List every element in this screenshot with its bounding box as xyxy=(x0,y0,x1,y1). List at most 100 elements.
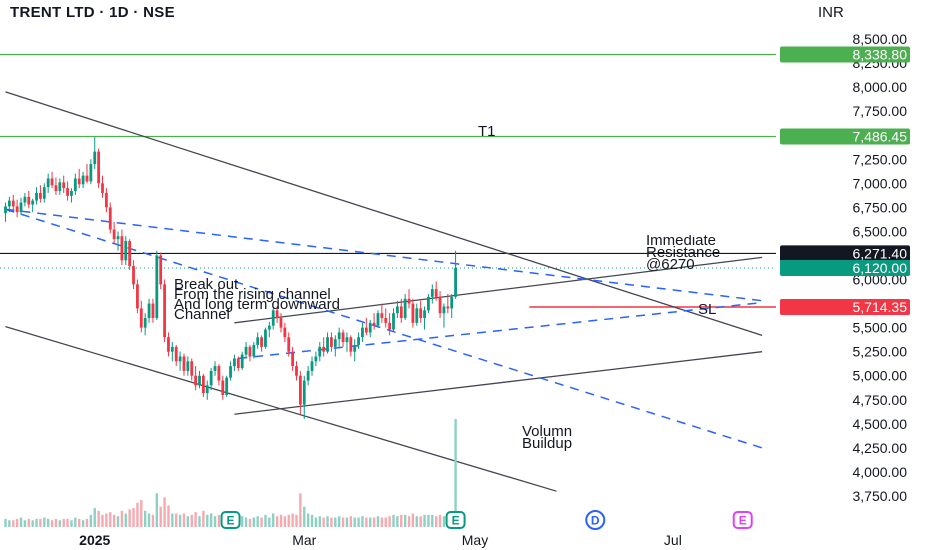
time-axis: 2025 Mar May Jul xyxy=(79,532,682,548)
candle-body xyxy=(124,241,128,261)
volume-bar xyxy=(361,516,364,527)
candle-body xyxy=(229,366,232,378)
volume-bar xyxy=(43,517,46,527)
volume-bar xyxy=(128,509,131,527)
volume-bar xyxy=(388,516,391,527)
volume-bar xyxy=(124,513,127,527)
volume-bar xyxy=(334,517,337,527)
candle-body xyxy=(81,175,85,185)
earnings-marker[interactable] xyxy=(445,511,466,529)
volume-bar xyxy=(120,510,124,527)
volume-bar xyxy=(287,514,290,527)
volume-bar xyxy=(295,514,298,527)
candle-body xyxy=(357,337,360,345)
candle-body xyxy=(450,296,454,309)
y-tick-label: 8,000.00 xyxy=(853,79,908,95)
candle-body xyxy=(411,303,415,323)
volume-bar xyxy=(19,517,23,527)
candle-body xyxy=(423,310,426,319)
candle-body xyxy=(419,308,423,319)
volume-bar xyxy=(438,514,442,527)
volume-bar xyxy=(109,512,112,527)
candle-body xyxy=(267,325,271,330)
candle-body xyxy=(85,175,89,182)
candle-body xyxy=(252,344,256,357)
volume-bar xyxy=(39,518,42,527)
candle-body xyxy=(58,182,62,192)
candle-body xyxy=(392,313,395,330)
volume-bar xyxy=(81,520,85,527)
candle-body xyxy=(23,196,27,203)
candle-body xyxy=(376,313,380,326)
earnings-marker[interactable] xyxy=(220,511,241,529)
volume-bar xyxy=(326,516,329,527)
volume-bar xyxy=(12,520,15,527)
candle-body xyxy=(112,229,116,240)
volume-bar xyxy=(407,516,411,527)
y-tick-label: 4,000.00 xyxy=(853,464,908,480)
volume-note: Volumn Buildup xyxy=(522,423,573,452)
volume-bar xyxy=(419,516,422,527)
currency-label: INR xyxy=(818,4,844,21)
candle-body xyxy=(264,329,267,347)
candle-body xyxy=(283,327,287,338)
candle-body xyxy=(430,289,434,297)
candle-body xyxy=(279,318,283,328)
candle-body xyxy=(54,185,58,192)
dividend-marker[interactable] xyxy=(585,510,606,530)
volume-bar xyxy=(171,513,174,527)
candle-body xyxy=(248,346,252,357)
y-tick-label: 4,750.00 xyxy=(853,392,908,408)
candle-body xyxy=(155,255,159,319)
candle-body xyxy=(368,322,372,333)
symbol-title[interactable]: TRENT LTD · 1D · NSE xyxy=(10,4,175,21)
volume-bar xyxy=(8,520,11,527)
candle-body xyxy=(326,337,329,352)
last-price-tag xyxy=(780,259,910,276)
y-tick-label: 3,750.00 xyxy=(853,488,908,504)
candle-body xyxy=(454,267,457,297)
x-tick-label: May xyxy=(462,532,488,548)
t1-price-tag xyxy=(780,128,910,145)
volume-bar xyxy=(175,513,178,527)
candle-body xyxy=(260,337,263,347)
volume-bar xyxy=(206,514,209,527)
volume-bar xyxy=(427,514,430,527)
candle-body xyxy=(11,200,15,207)
candle-body xyxy=(116,236,120,240)
candle-body xyxy=(221,380,225,395)
volume-bar xyxy=(272,513,275,527)
candle-body xyxy=(244,346,248,355)
candle-body xyxy=(108,207,112,230)
t1-price-tag-label: 7,486.45 xyxy=(853,129,908,145)
volume-bar xyxy=(62,518,65,527)
y-tick-label: 4,500.00 xyxy=(853,416,908,432)
candle-body xyxy=(159,255,163,285)
candle-body xyxy=(364,327,368,333)
candle-body xyxy=(198,375,201,386)
volume-bar xyxy=(89,514,93,527)
volume-bar xyxy=(376,516,380,527)
candle-body xyxy=(190,361,194,376)
candle-body xyxy=(182,356,186,371)
candle-body xyxy=(384,318,388,323)
volume-bar xyxy=(411,513,415,527)
stop-loss-price-tag-label: 5,714.35 xyxy=(853,299,908,315)
earnings-marker[interactable] xyxy=(732,511,753,529)
candle-body xyxy=(318,346,322,357)
candle-body xyxy=(388,322,392,330)
volume-bar xyxy=(240,516,244,527)
volume-bar xyxy=(264,514,267,527)
candle-body xyxy=(442,306,446,314)
volume-bar xyxy=(400,514,403,527)
candle-body xyxy=(70,191,73,196)
candle-body xyxy=(201,375,205,394)
volume-bar xyxy=(365,517,368,527)
volume-bar xyxy=(330,517,333,527)
volume-bar xyxy=(202,510,205,527)
volume-bar xyxy=(209,513,213,527)
volume-bar xyxy=(318,516,321,527)
candle-body xyxy=(302,380,306,405)
